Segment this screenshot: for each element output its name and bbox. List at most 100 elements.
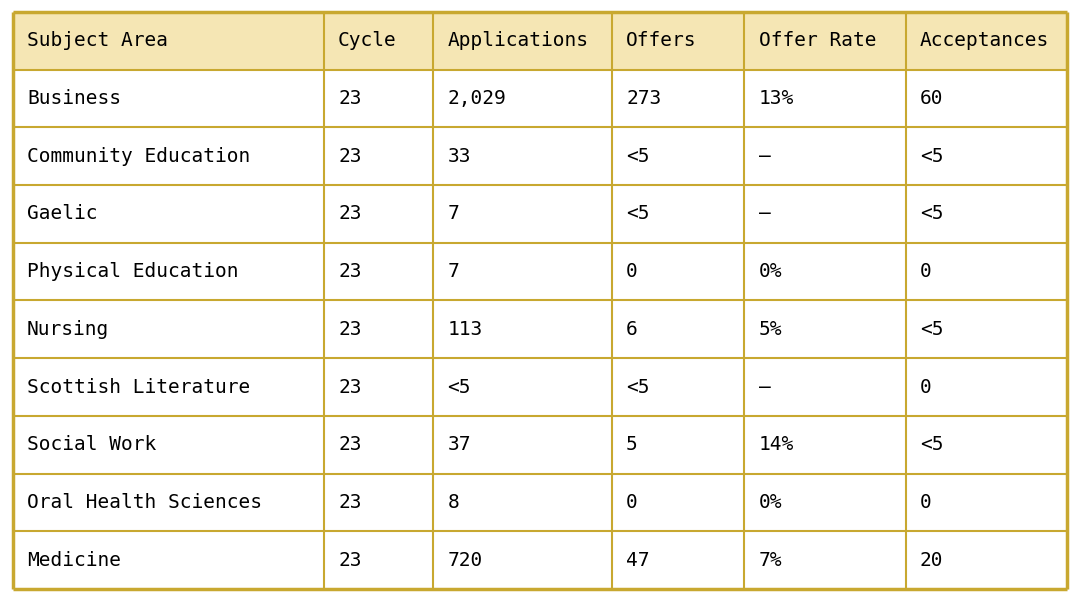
Bar (744, 474, 906, 532)
Bar (906, 127, 1067, 185)
Bar (744, 532, 906, 589)
Text: 720: 720 (447, 551, 483, 570)
Bar (433, 532, 612, 589)
Text: 7%: 7% (758, 551, 782, 570)
Bar (13, 243, 324, 301)
Bar (906, 358, 1067, 416)
Text: Social Work: Social Work (27, 435, 157, 454)
Bar (433, 300, 612, 358)
Bar (612, 474, 744, 532)
Text: –: – (758, 147, 770, 166)
Text: Scottish Literature: Scottish Literature (27, 377, 251, 396)
Text: 23: 23 (338, 89, 362, 108)
Text: 23: 23 (338, 377, 362, 396)
Text: 20: 20 (920, 551, 943, 570)
Text: 0: 0 (920, 377, 932, 396)
Text: Applications: Applications (447, 31, 589, 50)
Bar (13, 12, 324, 70)
Bar (744, 243, 906, 301)
Bar (324, 127, 433, 185)
Text: Oral Health Sciences: Oral Health Sciences (27, 493, 262, 512)
Text: –: – (758, 205, 770, 224)
Text: Offer Rate: Offer Rate (758, 31, 876, 50)
Text: Acceptances: Acceptances (920, 31, 1049, 50)
Text: 33: 33 (447, 147, 471, 166)
Text: 47: 47 (626, 551, 649, 570)
Bar (744, 358, 906, 416)
Text: 113: 113 (447, 320, 483, 339)
Bar (433, 474, 612, 532)
Text: <5: <5 (447, 377, 471, 396)
Text: 5: 5 (626, 435, 638, 454)
Bar (906, 185, 1067, 243)
Text: <5: <5 (626, 377, 649, 396)
Text: <5: <5 (626, 147, 649, 166)
Bar (906, 12, 1067, 70)
Text: 23: 23 (338, 147, 362, 166)
Text: 23: 23 (338, 262, 362, 281)
Text: 0%: 0% (758, 262, 782, 281)
Text: 60: 60 (920, 89, 943, 108)
Bar (324, 185, 433, 243)
Bar (744, 12, 906, 70)
Text: <5: <5 (920, 435, 943, 454)
Text: Subject Area: Subject Area (27, 31, 168, 50)
Text: 23: 23 (338, 493, 362, 512)
Bar (324, 358, 433, 416)
Bar (433, 358, 612, 416)
Text: 0: 0 (920, 262, 932, 281)
Text: 0%: 0% (758, 493, 782, 512)
Bar (906, 300, 1067, 358)
Text: Offers: Offers (626, 31, 697, 50)
Bar (612, 243, 744, 301)
Bar (612, 358, 744, 416)
Text: 0: 0 (626, 262, 638, 281)
Bar (744, 185, 906, 243)
Bar (433, 70, 612, 127)
Bar (906, 243, 1067, 301)
Bar (612, 532, 744, 589)
Bar (433, 243, 612, 301)
Bar (612, 12, 744, 70)
Text: 23: 23 (338, 435, 362, 454)
Text: 8: 8 (447, 493, 459, 512)
Text: Community Education: Community Education (27, 147, 251, 166)
Bar (433, 416, 612, 474)
Bar (324, 300, 433, 358)
Bar (13, 300, 324, 358)
Bar (612, 70, 744, 127)
Bar (906, 532, 1067, 589)
Bar (13, 532, 324, 589)
Text: 5%: 5% (758, 320, 782, 339)
Bar (13, 416, 324, 474)
Bar (906, 70, 1067, 127)
Text: Cycle: Cycle (338, 31, 396, 50)
Text: Business: Business (27, 89, 121, 108)
Bar (744, 70, 906, 127)
Text: 0: 0 (626, 493, 638, 512)
Bar (906, 474, 1067, 532)
Bar (13, 127, 324, 185)
Bar (433, 185, 612, 243)
Bar (612, 300, 744, 358)
Bar (433, 127, 612, 185)
Text: 23: 23 (338, 551, 362, 570)
Bar (906, 416, 1067, 474)
Text: <5: <5 (920, 147, 943, 166)
Text: 7: 7 (447, 205, 459, 224)
Bar (612, 127, 744, 185)
Text: 2,029: 2,029 (447, 89, 507, 108)
Bar (324, 243, 433, 301)
Bar (612, 416, 744, 474)
Text: <5: <5 (920, 205, 943, 224)
Bar (13, 70, 324, 127)
Bar (612, 185, 744, 243)
Text: 23: 23 (338, 320, 362, 339)
Text: 7: 7 (447, 262, 459, 281)
Text: 14%: 14% (758, 435, 794, 454)
Bar (324, 416, 433, 474)
Text: 6: 6 (626, 320, 638, 339)
Bar (744, 416, 906, 474)
Text: 0: 0 (920, 493, 932, 512)
Bar (13, 358, 324, 416)
